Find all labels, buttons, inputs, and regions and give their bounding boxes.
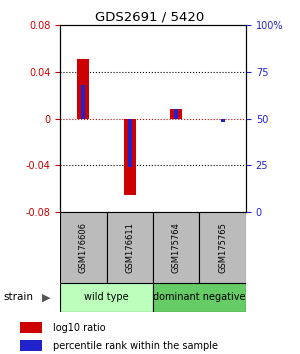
Bar <box>20 322 42 333</box>
Text: log10 ratio: log10 ratio <box>53 323 105 333</box>
Text: wild type: wild type <box>84 292 129 302</box>
Bar <box>20 340 42 351</box>
Text: GSM176611: GSM176611 <box>125 222 134 273</box>
Text: GSM175764: GSM175764 <box>172 222 181 273</box>
Text: GSM175765: GSM175765 <box>218 222 227 273</box>
Text: ▶: ▶ <box>42 292 51 302</box>
Bar <box>221 119 225 122</box>
FancyBboxPatch shape <box>60 283 153 312</box>
FancyBboxPatch shape <box>60 212 106 283</box>
FancyBboxPatch shape <box>200 212 246 283</box>
Bar <box>170 109 182 119</box>
Bar <box>77 59 89 119</box>
FancyBboxPatch shape <box>153 283 246 312</box>
Text: percentile rank within the sample: percentile rank within the sample <box>53 341 218 350</box>
Bar <box>174 109 178 119</box>
Text: GSM176606: GSM176606 <box>79 222 88 273</box>
FancyBboxPatch shape <box>153 212 200 283</box>
Bar <box>124 119 136 195</box>
Bar <box>81 85 85 119</box>
FancyBboxPatch shape <box>106 212 153 283</box>
Text: strain: strain <box>3 292 33 302</box>
Text: dominant negative: dominant negative <box>153 292 246 302</box>
Bar <box>128 119 132 167</box>
Text: GDS2691 / 5420: GDS2691 / 5420 <box>95 11 205 24</box>
